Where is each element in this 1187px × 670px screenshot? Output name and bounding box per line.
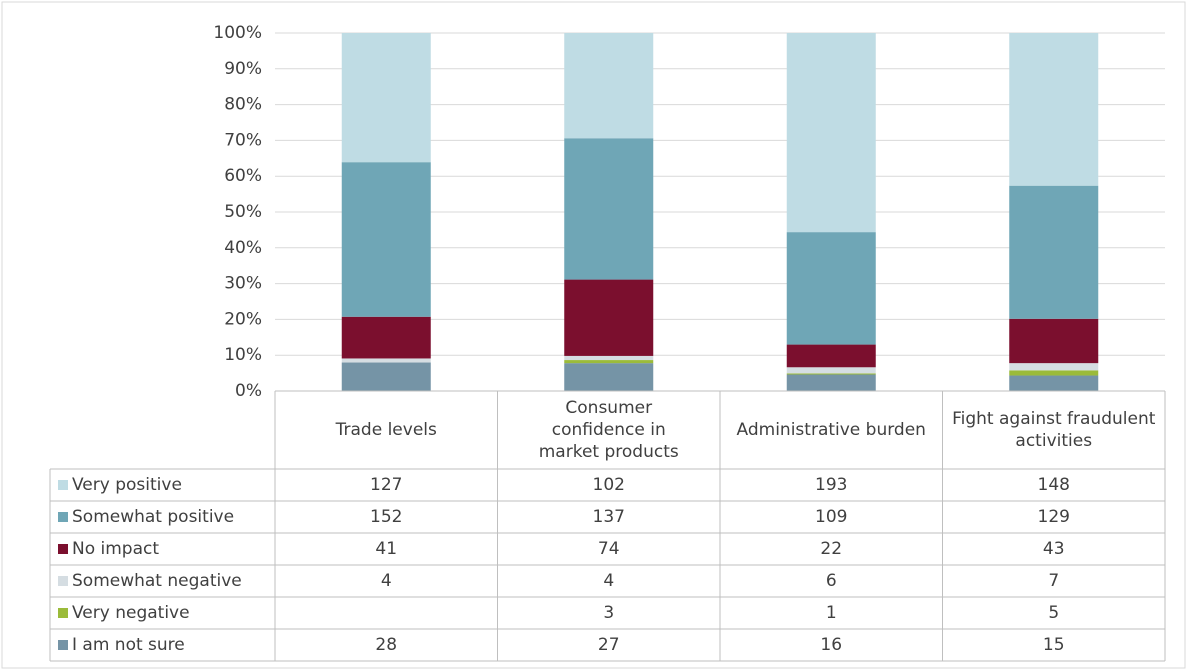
table-value: 22 [820, 539, 842, 559]
legend-swatch [58, 640, 68, 650]
category-label: Fight against fraudulent activities [952, 409, 1156, 451]
y-tick-label: 10% [224, 345, 262, 365]
bar-segment [341, 362, 431, 391]
bar-segment [1009, 375, 1099, 391]
legend-label: Very negative [72, 603, 190, 623]
bar-segment [786, 344, 876, 368]
y-tick-label: 0% [235, 381, 262, 401]
table-value: 27 [598, 635, 620, 655]
bar-segment [1009, 33, 1099, 186]
table-value: 4 [381, 571, 392, 591]
y-tick-label: 70% [224, 130, 262, 150]
table-value: 6 [826, 571, 837, 591]
bar-segment [564, 138, 654, 280]
legend-swatch [58, 544, 68, 554]
legend-label: Very positive [72, 475, 182, 495]
bar-segment [564, 355, 654, 361]
bar-segment [786, 367, 876, 374]
bar-segment [564, 279, 654, 356]
category-label: Trade levels [335, 420, 437, 440]
legend-label: Somewhat negative [72, 571, 242, 591]
bar-segment [341, 162, 431, 317]
y-tick-label: 60% [224, 166, 262, 186]
table-value: 41 [375, 539, 397, 559]
bar-segment [564, 363, 654, 391]
table-value: 16 [820, 635, 842, 655]
y-tick-label: 90% [224, 59, 262, 79]
y-tick-label: 20% [224, 309, 262, 329]
table-value: 193 [815, 475, 847, 495]
table-value: 148 [1038, 475, 1070, 495]
table-value: 102 [593, 475, 625, 495]
bar-segment [341, 316, 431, 359]
bar-segment [1009, 185, 1099, 319]
bar-segment [786, 373, 876, 375]
legend-label: No impact [72, 539, 159, 559]
bar-segment [341, 33, 431, 163]
legend-label: Somewhat positive [72, 507, 234, 527]
table-value: 3 [603, 603, 614, 623]
table-value: 127 [370, 475, 402, 495]
table-value: 137 [593, 507, 625, 527]
y-tick-label: 80% [224, 95, 262, 115]
table-value: 15 [1043, 635, 1065, 655]
category-label: Administrative burden [736, 420, 926, 440]
legend-swatch [58, 608, 68, 618]
y-tick-label: 100% [213, 23, 262, 43]
table-value: 129 [1038, 507, 1070, 527]
bar-segment [786, 33, 876, 233]
y-tick-label: 40% [224, 238, 262, 258]
bar-segment [564, 360, 654, 364]
table-value: 5 [1048, 603, 1059, 623]
table-value: 1 [826, 603, 837, 623]
y-tick-label: 30% [224, 274, 262, 294]
table-value: 28 [375, 635, 397, 655]
legend-swatch [58, 480, 68, 490]
table-value: 43 [1043, 539, 1065, 559]
bar-segment [1009, 318, 1099, 364]
bar-segment [564, 33, 654, 139]
table-value: 109 [815, 507, 847, 527]
legend-swatch [58, 512, 68, 522]
bar-segment [1009, 370, 1099, 376]
bar-segment [786, 374, 876, 391]
bar-segment [786, 232, 876, 345]
y-tick-label: 50% [224, 202, 262, 222]
table-value: 74 [598, 539, 620, 559]
bar-segment [341, 358, 431, 363]
legend-label: I am not sure [72, 635, 185, 655]
table-value: 7 [1048, 571, 1059, 591]
category-label: Consumer confidence in market products [538, 398, 679, 462]
bar-segment [1009, 363, 1099, 371]
table-value: 152 [370, 507, 402, 527]
table-value: 4 [603, 571, 614, 591]
legend-swatch [58, 576, 68, 586]
